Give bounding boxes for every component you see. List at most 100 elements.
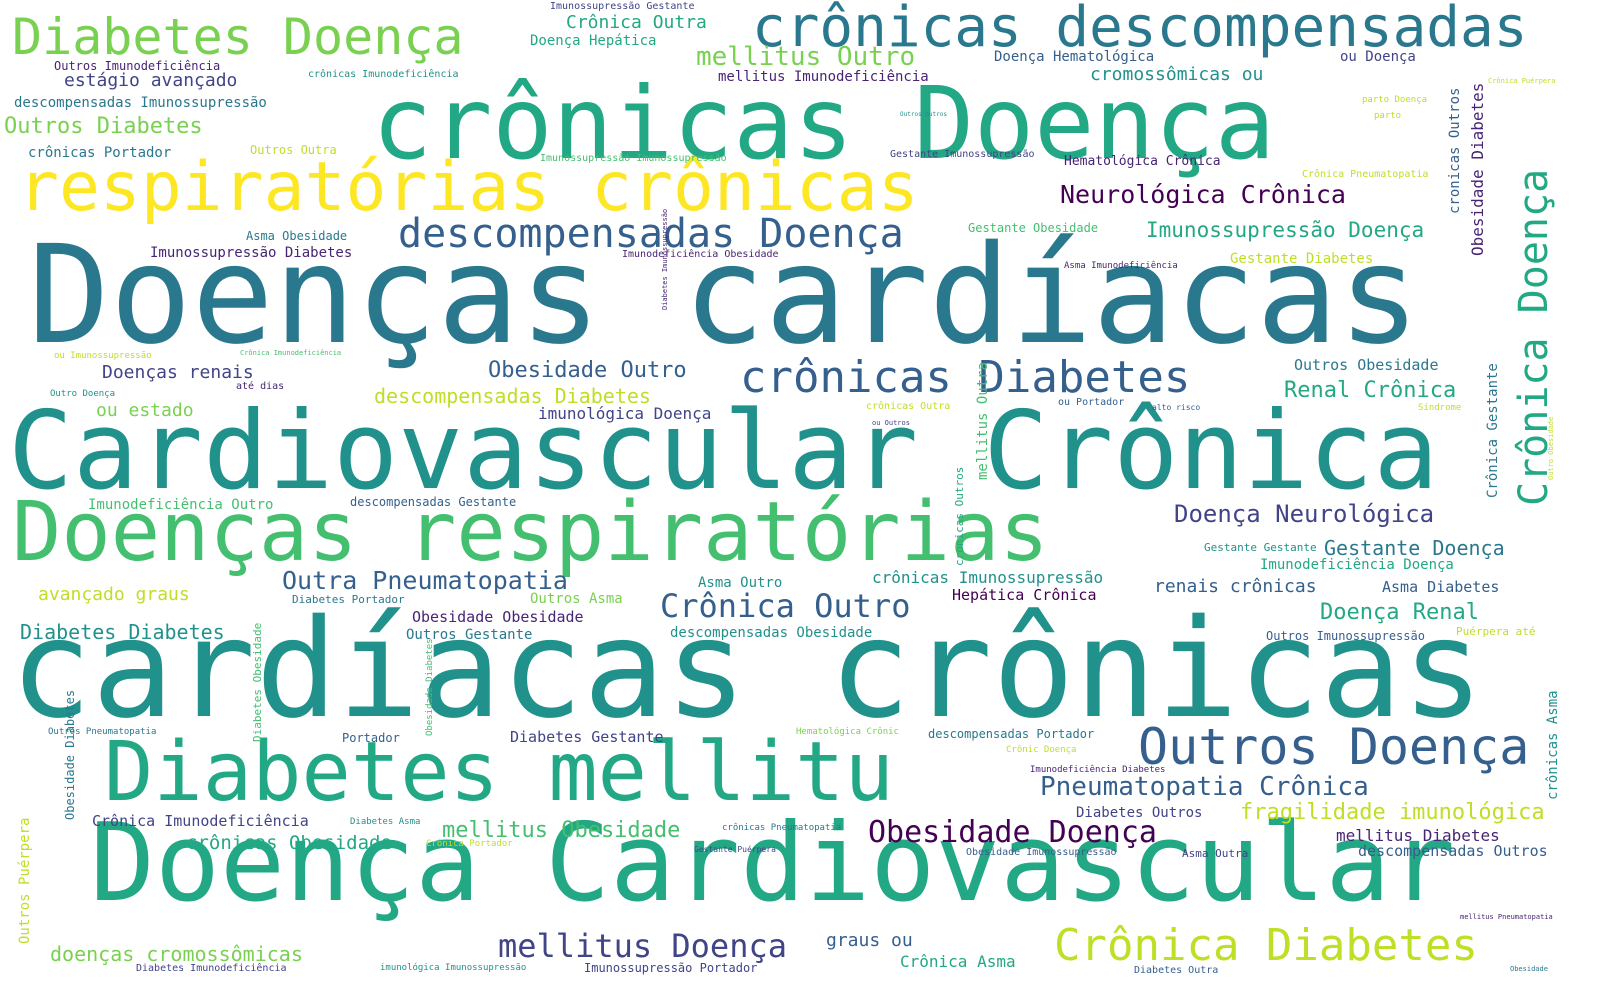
- cloud-word: Cardiovascular Crônica: [8, 389, 1439, 514]
- cloud-word: doenças cromossômicas: [50, 942, 303, 966]
- cloud-word: mellitus Outra: [975, 361, 991, 480]
- cloud-word: Obesidade Doença: [868, 815, 1157, 850]
- cloud-word: Imunossupressão Portador: [584, 961, 758, 975]
- cloud-word: Obesidade Diabetes: [425, 638, 435, 736]
- cloud-word: Asma Outra: [1182, 847, 1249, 860]
- cloud-word: Diabetes Outra: [1134, 965, 1219, 976]
- cloud-word: Puérpera até: [1456, 625, 1536, 638]
- cloud-word: descompensadas Obesidade: [670, 625, 873, 641]
- cloud-word: cromossômicas ou: [1090, 64, 1264, 85]
- cloud-word: Crônica Outra: [566, 12, 707, 33]
- cloud-word: Crônica Puérpera: [1488, 77, 1556, 85]
- cloud-word: Obesidade Outro: [488, 358, 687, 383]
- cloud-word: Crônica Portador: [426, 839, 513, 849]
- cloud-word: Outros Obesidade: [1294, 356, 1439, 374]
- cloud-word: Imunodeficiência Diabetes: [1030, 765, 1166, 775]
- cloud-word: Asma Obesidade: [246, 229, 348, 243]
- cloud-word: Doença Neurológica: [1174, 500, 1435, 528]
- cloud-word: Hematológica Crônica: [1064, 154, 1221, 169]
- cloud-word: mellitus Obesidade: [442, 818, 681, 843]
- cloud-word: parto: [1374, 111, 1402, 121]
- cloud-word: ou Outros: [872, 419, 910, 427]
- cloud-word: Obesidade Obesidade: [412, 608, 584, 626]
- cloud-word: Doença Renal: [1320, 600, 1479, 625]
- cloud-word: parto Doença: [1362, 95, 1428, 105]
- cloud-word: mellitus Imunodeficiência: [718, 69, 929, 85]
- cloud-word: crônicas Diabetes: [740, 352, 1191, 403]
- cloud-word: Imunossupressão Imunossupressão: [540, 153, 727, 164]
- cloud-word: Doenças cardíacas: [28, 217, 1420, 375]
- cloud-word: Diabetes Gestante: [510, 728, 664, 746]
- cloud-word: Outros Outros: [900, 111, 947, 118]
- cloud-word: Outros Outra: [250, 143, 337, 157]
- cloud-word: crônicas Pneumatopatia: [722, 823, 842, 833]
- cloud-word: Outros Imunodeficiência: [54, 59, 221, 73]
- cloud-word: Gestante Puérpera: [694, 845, 776, 854]
- cloud-word: Pneumatopatia Crônica: [1040, 772, 1369, 802]
- cloud-word: Gestante Gestante: [1204, 541, 1317, 554]
- cloud-word: imunológica Imunossupressão: [380, 963, 527, 973]
- cloud-word: alto risco: [1152, 403, 1201, 412]
- cloud-word: cronicas Outros: [953, 466, 966, 566]
- cloud-word: Crônica Asma: [900, 952, 1016, 971]
- cloud-word: Obesidade Diabetes: [63, 689, 77, 820]
- cloud-word: Diabetes Asma: [350, 817, 421, 827]
- cloud-word: Doença Hepática: [530, 33, 657, 49]
- cloud-word: Diabetes Outros: [1076, 805, 1203, 821]
- cloud-word: imunológica Doença: [538, 404, 712, 423]
- cloud-word: crônicas descompensadas: [752, 0, 1528, 60]
- cloud-word: Outros Imunossupressão: [1266, 629, 1425, 643]
- cloud-word: descompensadas Diabetes: [374, 384, 651, 408]
- cloud-word: crônicas Imunossupressão: [872, 568, 1104, 587]
- cloud-word: Imunodeficiência Obesidade: [622, 249, 779, 260]
- cloud-word: Diabetes mellitu: [104, 725, 894, 820]
- cloud-word: Outros Diabetes: [4, 114, 203, 139]
- cloud-word: Gestante Diabetes: [1230, 251, 1374, 267]
- cloud-word: Outros Pneumatopatia: [48, 727, 157, 737]
- cloud-word: Outros Gestante: [406, 627, 533, 643]
- cloud-word: Imunodeficiência Outro: [88, 497, 274, 513]
- cloud-word: Diabetes Diabetes: [20, 620, 225, 644]
- cloud-word: Portador: [342, 731, 400, 745]
- cloud-word: ou Portador: [1058, 397, 1125, 408]
- cloud-word: Gestante Doença: [1324, 536, 1505, 560]
- cloud-word: Gestante Imunossupressão: [890, 149, 1035, 160]
- cloud-word: descompensadas Outros: [1358, 842, 1548, 860]
- cloud-word: estágio avançado: [64, 70, 238, 91]
- cloud-word: Doenças respiratórias: [12, 485, 1049, 580]
- cloud-word: descompensadas Doença: [398, 211, 904, 257]
- cloud-word: crônicas Portador: [28, 145, 172, 161]
- cloud-word: cronicas Outros: [1447, 87, 1463, 214]
- cloud-word: Imunossupressão Gestante: [550, 1, 695, 12]
- cloud-word: Outros Puérpera: [17, 817, 33, 944]
- cloud-word: graus ou: [826, 930, 913, 951]
- cloud-word: Obesidade: [1510, 965, 1548, 973]
- cloud-word: Gestante Obesidade: [968, 221, 1099, 235]
- cloud-word: crônicas Outra: [866, 401, 951, 412]
- cloud-word: Obesidade Imunossupressão: [966, 847, 1117, 858]
- cloud-word: Hepática Crônica: [952, 586, 1097, 604]
- cloud-word: Obesidade Diabetes: [1468, 82, 1487, 256]
- cloud-word: crônicas Doença: [372, 65, 1276, 182]
- cloud-word: mellitus Doença: [498, 927, 787, 965]
- cloud-word: Outro Doença: [50, 389, 116, 399]
- cloud-word: Crônic Doença: [1006, 745, 1077, 755]
- cloud-word: Imunossupressão Diabetes: [150, 245, 353, 261]
- cloud-word: Outros Asma: [530, 591, 623, 607]
- cloud-word: Crônica Diabetes: [1054, 920, 1478, 971]
- cloud-word: Outros Doença: [1138, 718, 1530, 776]
- cloud-word: mellitus Outro: [696, 42, 916, 72]
- cloud-word: Neurológica Crônica: [1060, 180, 1346, 209]
- cloud-word: Síndrome: [1418, 403, 1462, 413]
- cloud-word: ou estado: [96, 400, 194, 421]
- cloud-word: Crônica Pneumatopatia: [1302, 169, 1429, 180]
- cloud-word: Renal Crônica: [1284, 378, 1457, 403]
- cloud-word: avançado graus: [38, 584, 190, 605]
- cloud-word: descompensadas Gestante: [350, 495, 517, 509]
- cloud-word: descompensadas Portador: [928, 727, 1095, 741]
- cloud-word: descompensadas Imunossupressão: [14, 95, 267, 111]
- cloud-word: Asma Imunodeficiência: [1064, 261, 1178, 271]
- cloud-word: fragilidade imunológica: [1240, 800, 1545, 825]
- cloud-word: Outro Obesidade: [1547, 416, 1555, 480]
- cloud-word: Diabetes Portador: [292, 593, 405, 606]
